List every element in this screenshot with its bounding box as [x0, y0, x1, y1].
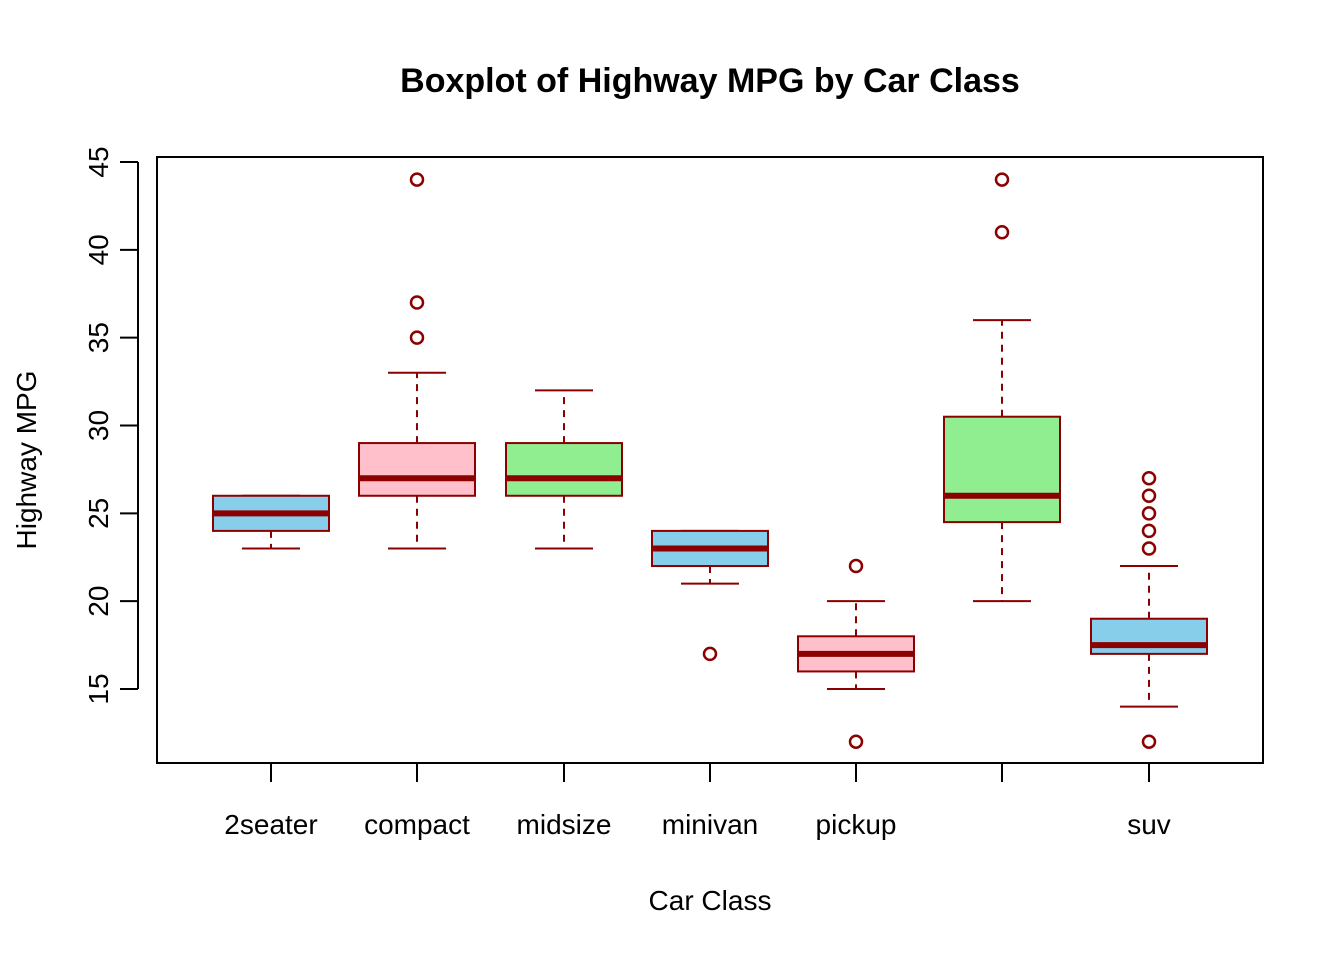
- outlier-point: [1141, 734, 1157, 749]
- outlier-point: [1141, 470, 1157, 486]
- outlier-point: [994, 172, 1010, 187]
- y-axis: 15 20 25 30 35 40 45: [83, 146, 139, 705]
- box-midsize: [505, 389, 623, 550]
- box-minivan: [651, 529, 769, 662]
- y-tick-label: 45: [83, 146, 114, 177]
- outlier-point: [848, 558, 864, 574]
- box-rect: [1090, 617, 1208, 655]
- box-pickup: [797, 558, 915, 749]
- x-tick-label: compact: [364, 809, 470, 840]
- outlier-point: [1141, 506, 1157, 521]
- box-suv: [1090, 470, 1208, 749]
- y-tick-label: 15: [83, 673, 114, 704]
- box-rect: [943, 415, 1061, 524]
- outlier-point: [1141, 523, 1157, 539]
- outlier-point: [1141, 541, 1157, 556]
- y-tick-label: 20: [83, 586, 114, 617]
- outlier-point: [848, 734, 864, 749]
- outlier-point: [409, 172, 425, 187]
- outlier-point: [409, 295, 425, 310]
- y-axis-label: Highway MPG: [11, 371, 42, 550]
- outlier-point: [702, 646, 718, 662]
- y-tick-label: 35: [83, 322, 114, 353]
- outlier-point: [1141, 488, 1157, 504]
- box-compact: [358, 172, 476, 550]
- plot-frame: [156, 156, 1264, 764]
- box-unlabeled: [943, 172, 1061, 603]
- y-tick-label: 25: [83, 498, 114, 529]
- y-tick-label: 40: [83, 234, 114, 265]
- box-rect: [358, 442, 476, 497]
- x-tick-label: suv: [1127, 809, 1171, 840]
- x-tick-label: midsize: [517, 809, 612, 840]
- outlier-point: [409, 330, 425, 345]
- x-tick-label: minivan: [662, 809, 758, 840]
- x-axis: 2seater compact midsize minivan pickup suv: [224, 763, 1171, 840]
- outlier-point: [994, 225, 1010, 240]
- box-rect: [505, 442, 623, 497]
- box-series: [212, 172, 1208, 749]
- x-tick-label: pickup: [816, 809, 897, 840]
- box-2seater: [212, 494, 330, 550]
- y-tick-label: 30: [83, 410, 114, 441]
- chart-title: Boxplot of Highway MPG by Car Class: [400, 62, 1020, 100]
- x-axis-label: Car Class: [649, 885, 772, 916]
- x-tick-label: 2seater: [224, 809, 317, 840]
